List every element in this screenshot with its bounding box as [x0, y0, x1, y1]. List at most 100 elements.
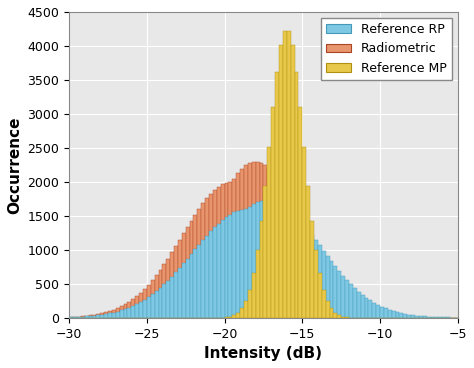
Bar	[291, 205, 294, 318]
Bar	[77, 317, 81, 318]
Bar	[197, 209, 201, 318]
Bar	[178, 240, 182, 318]
Bar	[310, 235, 314, 318]
Bar	[124, 304, 128, 318]
Bar	[244, 301, 248, 318]
Bar	[302, 146, 306, 318]
Bar	[329, 308, 333, 318]
Bar	[388, 315, 392, 318]
Bar	[186, 259, 190, 318]
Bar	[267, 169, 271, 318]
Bar	[345, 280, 349, 318]
Bar	[275, 201, 279, 318]
Bar	[119, 311, 124, 318]
Bar	[326, 301, 329, 318]
Bar	[310, 221, 314, 318]
Bar	[236, 173, 240, 318]
Bar	[400, 313, 403, 318]
Bar	[213, 190, 217, 318]
Bar	[306, 185, 310, 318]
Bar	[166, 259, 170, 318]
Bar	[314, 240, 318, 318]
Bar	[392, 316, 396, 318]
Bar	[333, 313, 337, 318]
Bar	[388, 310, 392, 318]
Bar	[69, 317, 73, 318]
Bar	[365, 308, 368, 318]
Bar	[294, 213, 299, 318]
Bar	[376, 313, 380, 318]
Bar	[415, 317, 419, 318]
Bar	[322, 251, 326, 318]
Bar	[228, 182, 232, 318]
Bar	[112, 312, 116, 318]
Bar	[73, 317, 77, 318]
Bar	[217, 224, 221, 318]
Bar	[302, 229, 306, 318]
Bar	[283, 205, 287, 318]
Bar	[128, 308, 131, 318]
Bar	[163, 264, 166, 318]
Bar	[81, 316, 85, 318]
Bar	[255, 162, 260, 318]
Bar	[201, 240, 205, 318]
Bar	[392, 311, 396, 318]
Bar	[287, 31, 291, 318]
Bar	[158, 288, 163, 318]
Bar	[267, 199, 271, 318]
Bar	[135, 304, 139, 318]
Bar	[108, 314, 112, 318]
Bar	[232, 212, 236, 318]
Bar	[221, 184, 225, 318]
Legend: Reference RP, Radiometric, Reference MP: Reference RP, Radiometric, Reference MP	[321, 18, 452, 80]
Bar	[279, 184, 283, 318]
Bar	[318, 245, 322, 318]
Bar	[147, 284, 151, 318]
Bar	[372, 303, 376, 318]
Bar	[170, 252, 174, 318]
Bar	[329, 277, 333, 318]
Bar	[131, 299, 135, 318]
Bar	[318, 273, 322, 318]
Bar	[221, 220, 225, 318]
Bar	[205, 198, 209, 318]
Bar	[376, 305, 380, 318]
Bar	[225, 183, 228, 318]
Bar	[427, 317, 430, 318]
Bar	[158, 270, 163, 318]
Bar	[442, 317, 446, 318]
Bar	[151, 280, 155, 318]
Bar	[407, 317, 411, 318]
Bar	[287, 208, 291, 318]
Bar	[186, 227, 190, 318]
Bar	[264, 199, 267, 318]
Bar	[182, 263, 186, 318]
Bar	[260, 201, 264, 318]
Bar	[178, 268, 182, 318]
Bar	[357, 291, 361, 318]
Bar	[299, 107, 302, 318]
Bar	[166, 280, 170, 318]
Bar	[353, 288, 357, 318]
Bar	[248, 163, 252, 318]
Bar	[170, 277, 174, 318]
Bar	[353, 301, 357, 318]
Bar	[155, 291, 158, 318]
Bar	[306, 230, 310, 318]
Bar	[271, 107, 275, 318]
Bar	[163, 284, 166, 318]
Bar	[435, 317, 438, 318]
Bar	[240, 308, 244, 318]
Bar	[271, 200, 275, 318]
Bar	[190, 254, 193, 318]
Bar	[299, 220, 302, 318]
Bar	[116, 312, 119, 318]
Bar	[264, 165, 267, 318]
Bar	[244, 209, 248, 318]
Bar	[384, 315, 388, 318]
Bar	[279, 45, 283, 318]
Bar	[310, 244, 314, 318]
Bar	[85, 316, 89, 318]
Bar	[423, 316, 427, 318]
Bar	[380, 307, 384, 318]
